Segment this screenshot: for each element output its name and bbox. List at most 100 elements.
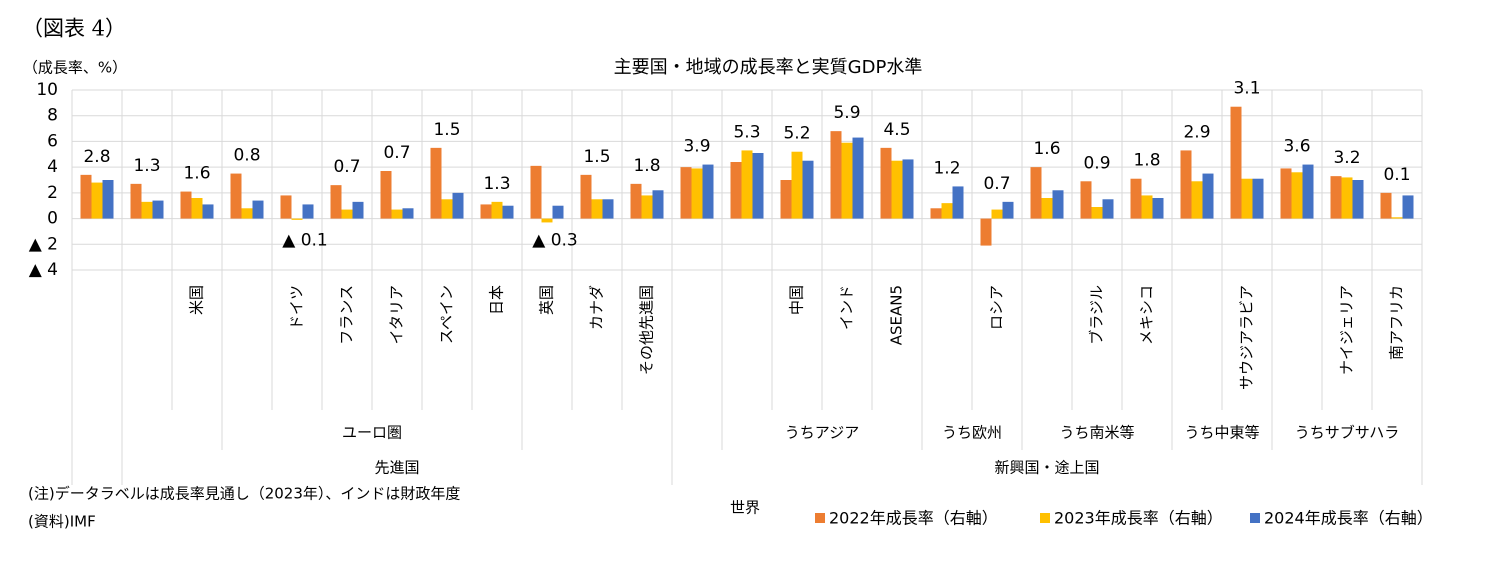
bar	[480, 204, 492, 219]
bar	[891, 160, 903, 219]
legend-label: 2024年成長率（右軸）	[1264, 509, 1433, 528]
bar	[452, 192, 464, 219]
bar	[1002, 201, 1014, 219]
y-tick-label: 8	[47, 106, 58, 126]
category-group-label: ユーロ圏	[342, 424, 402, 442]
x-tick-label: インド	[838, 285, 856, 330]
data-label: 1.8	[633, 156, 660, 176]
x-tick-label: ブラジル	[1088, 285, 1106, 345]
bar	[980, 218, 992, 246]
data-label: ▲ 0.3	[532, 231, 578, 251]
bar	[730, 162, 742, 219]
bar	[1230, 106, 1242, 219]
bar	[1102, 199, 1114, 219]
category-group-label: うち欧州	[942, 424, 1002, 442]
x-tick-label: 中国	[788, 285, 806, 315]
data-label: 0.7	[983, 174, 1010, 194]
bar	[752, 153, 764, 219]
bar	[1202, 173, 1214, 219]
data-label: 0.7	[383, 143, 410, 163]
note: (資料)IMF	[28, 513, 96, 531]
category-group-label: うち中東等	[1184, 424, 1259, 442]
data-label: 0.9	[1083, 153, 1110, 173]
bar	[1291, 172, 1303, 219]
data-label: 1.8	[1133, 151, 1160, 171]
bar	[830, 131, 842, 219]
bar	[1330, 176, 1342, 219]
bar	[1402, 195, 1414, 219]
bar	[202, 204, 214, 219]
legend-label: 2022年成長率（右軸）	[829, 509, 998, 528]
bar	[341, 209, 353, 219]
bar	[930, 208, 942, 219]
bar	[1352, 180, 1364, 219]
bar	[352, 201, 364, 219]
bar	[1180, 150, 1192, 219]
data-label: 1.2	[933, 158, 960, 178]
x-tick-label: ドイツ	[288, 285, 306, 330]
x-tick-label: 日本	[488, 285, 506, 315]
bar	[641, 195, 653, 219]
x-tick-label: メキシコ	[1138, 285, 1156, 345]
bar	[1052, 190, 1064, 219]
bar	[1302, 164, 1314, 219]
bar	[80, 174, 92, 219]
category-group-label: うちアジア	[785, 424, 859, 442]
bar	[302, 204, 314, 219]
category-group-label: うちサブサハラ	[1295, 424, 1399, 442]
data-label: 5.9	[833, 103, 860, 123]
bar	[541, 218, 553, 223]
bar	[280, 195, 292, 219]
bar	[1241, 178, 1253, 219]
bar	[952, 186, 964, 219]
bar	[1041, 198, 1053, 219]
bar	[902, 159, 914, 219]
bar	[430, 147, 442, 219]
data-label: 3.6	[1283, 137, 1310, 157]
data-label: 3.2	[1333, 148, 1360, 168]
bar	[1141, 195, 1153, 219]
bar	[552, 205, 564, 219]
bar	[1130, 178, 1142, 219]
bar	[1030, 167, 1042, 219]
bar	[780, 180, 792, 219]
x-tick-label: その他先進国	[638, 285, 656, 375]
category-supergroup-label: 先進国	[374, 459, 419, 477]
bar	[691, 168, 703, 219]
bar	[330, 185, 342, 219]
bar	[1380, 192, 1392, 219]
bar	[402, 208, 414, 219]
data-label: 0.7	[333, 157, 360, 177]
bar	[241, 208, 253, 219]
data-label: 1.5	[583, 147, 610, 167]
bar	[491, 201, 503, 219]
data-label: 1.6	[183, 164, 210, 184]
bar	[741, 150, 753, 219]
note: (注)データラベルは成長率見通し（2023年）、インドは財政年度	[28, 485, 460, 503]
data-label: 3.9	[683, 137, 710, 157]
bar	[1341, 177, 1353, 219]
data-label: 4.5	[883, 120, 910, 140]
world-label: 世界	[730, 499, 760, 517]
bar	[391, 209, 403, 219]
bar	[630, 183, 642, 219]
bar	[841, 142, 853, 219]
bar	[1280, 168, 1292, 219]
x-tick-label: ロシア	[988, 285, 1006, 330]
x-tick-label: ASEAN5	[888, 285, 906, 345]
y-tick-label: 10	[36, 80, 58, 100]
legend-swatch	[1040, 513, 1050, 523]
bar	[252, 200, 264, 219]
bar	[591, 199, 603, 219]
bar	[1252, 178, 1264, 219]
x-tick-label: イタリア	[388, 285, 406, 344]
x-tick-label: 英国	[538, 285, 556, 315]
bar	[291, 218, 303, 220]
x-tick-label: ナイジェリア	[1338, 285, 1356, 375]
bar	[91, 182, 103, 219]
bar	[152, 200, 164, 219]
x-tick-label: サウジアラビア	[1238, 285, 1256, 390]
bar	[802, 160, 814, 219]
y-tick-label: 4	[47, 157, 58, 177]
